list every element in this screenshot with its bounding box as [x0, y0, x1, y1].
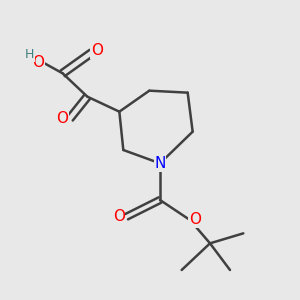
Text: O: O — [32, 55, 44, 70]
Text: H: H — [25, 48, 34, 61]
Text: O: O — [189, 212, 201, 227]
Text: O: O — [91, 43, 103, 58]
Text: O: O — [113, 209, 125, 224]
Text: N: N — [154, 156, 166, 171]
Text: O: O — [56, 111, 68, 126]
